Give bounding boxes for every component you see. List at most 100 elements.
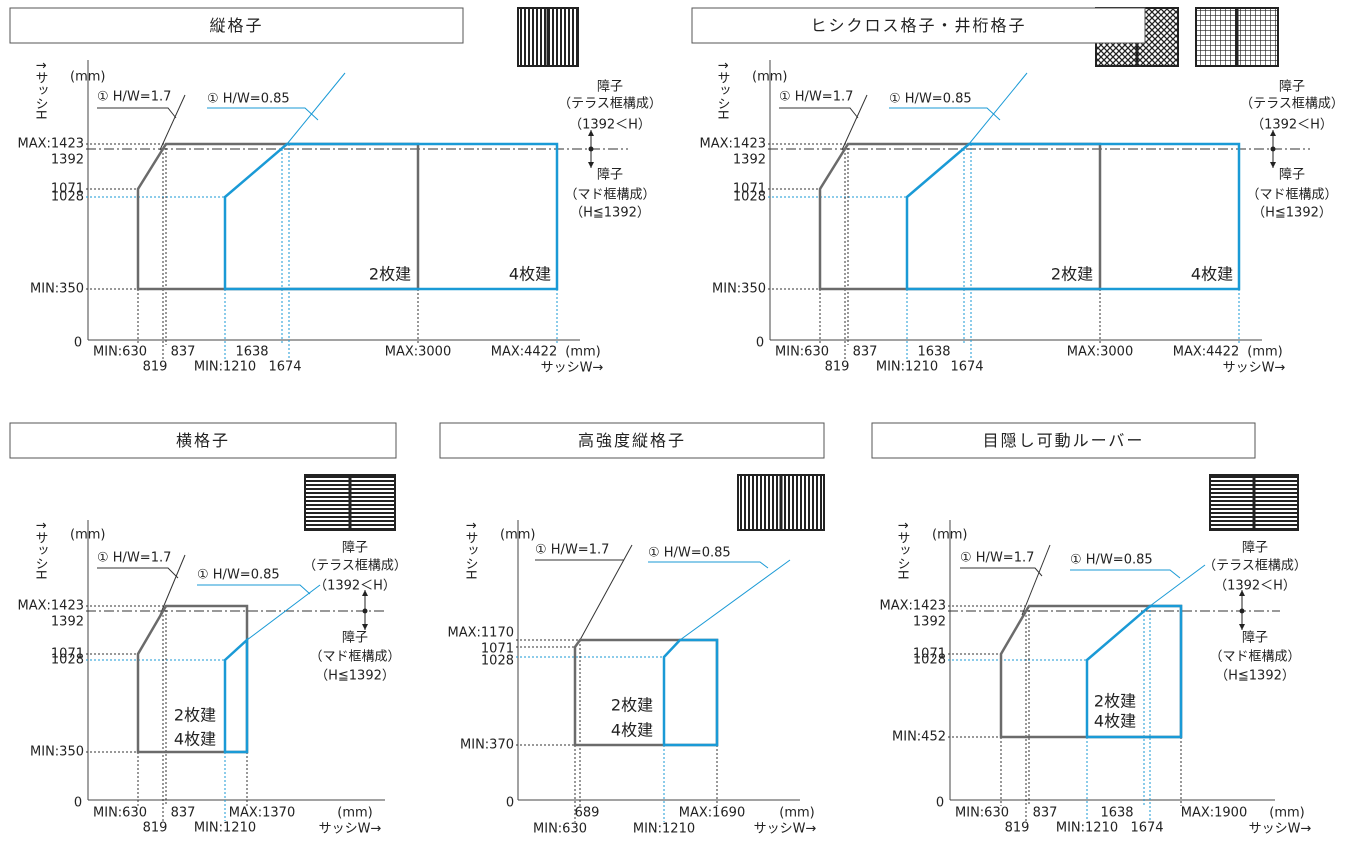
- y-label: 1392: [733, 153, 766, 168]
- x-label: 837: [171, 806, 196, 821]
- y-label: 1392: [51, 153, 84, 168]
- x-label: 819: [143, 360, 168, 375]
- note: （H≦1392）: [570, 206, 650, 221]
- note-dot: [362, 608, 368, 614]
- ratio-line: [159, 554, 186, 616]
- title-box: [9, 422, 397, 459]
- arrow-head: [1270, 130, 1276, 136]
- note-dot: [588, 146, 594, 152]
- y-label: 1071: [733, 182, 766, 197]
- x-label: MIN:1210: [876, 360, 938, 375]
- y-label: 1392: [913, 615, 946, 630]
- x-label: MIN:1210: [1056, 821, 1118, 836]
- y-axis-label: ↑サッシH: [463, 520, 478, 580]
- ratio-label: ① H/W=0.85: [197, 568, 280, 583]
- origin-label: 0: [936, 796, 944, 811]
- region-4: [223, 637, 249, 754]
- title-box: [9, 7, 464, 44]
- x-label: MAX:4422: [491, 345, 557, 360]
- x-label: 689: [575, 806, 600, 821]
- origin-label: 0: [74, 796, 82, 811]
- x-label: MIN:630: [955, 806, 1009, 821]
- note-dot: [1270, 146, 1276, 152]
- note: （テラス框構成）: [303, 559, 407, 574]
- y-unit: (mm): [500, 528, 535, 543]
- leader-line: [889, 107, 1001, 121]
- leader-line: [97, 107, 177, 119]
- region-label: 2枚建: [1051, 265, 1093, 284]
- y-axis-label: ↑サッシH: [33, 60, 48, 120]
- ratio-line: [1021, 544, 1051, 616]
- y-label: MIN:452: [892, 730, 946, 745]
- region-label: 2枚建: [174, 706, 216, 725]
- x-label: MIN:1210: [194, 360, 256, 375]
- note: 障子: [597, 80, 623, 95]
- title-box: [439, 422, 825, 459]
- region-label: 2枚建: [369, 265, 411, 284]
- note: （テラス框構成）: [558, 97, 662, 112]
- ratio-label: ① H/W=0.85: [207, 92, 290, 107]
- ratio-line: [159, 94, 186, 151]
- region-label: 4枚建: [1094, 712, 1136, 731]
- note: 障子: [597, 168, 623, 183]
- ratio-label: ① H/W=1.7: [960, 551, 1034, 566]
- note: 障子: [1242, 631, 1268, 646]
- panel-title: 高強度縦格子: [578, 431, 686, 450]
- leader-line: [648, 561, 769, 569]
- x-label: 837: [853, 345, 878, 360]
- x-label: MIN:1210: [633, 822, 695, 837]
- x-label: 1674: [1130, 821, 1163, 836]
- note: （テラス框構成）: [1240, 97, 1344, 112]
- y-label: 1028: [913, 653, 946, 668]
- x-label: 1674: [950, 360, 983, 375]
- arrow-head: [1239, 590, 1245, 596]
- x-label: MAX:3000: [385, 345, 451, 360]
- origin-label: 0: [74, 336, 82, 351]
- leader-line: [960, 567, 1043, 577]
- y-label: 1071: [51, 647, 84, 662]
- y-label: MIN:370: [460, 738, 514, 753]
- x-axis-label: サッシW→: [1249, 822, 1312, 837]
- icons: [304, 7, 1299, 531]
- leader-line: [97, 567, 179, 579]
- note: （H≦1392）: [1215, 669, 1295, 684]
- note: （マド框構成）: [1209, 650, 1300, 665]
- region-2: [999, 604, 1183, 739]
- y-unit: (mm): [932, 528, 967, 543]
- region-label: 4枚建: [174, 730, 216, 749]
- y-label: 1071: [913, 647, 946, 662]
- y-label: 1028: [51, 190, 84, 205]
- region-label: 4枚建: [1191, 265, 1233, 284]
- ratio-label: ① H/W=1.7: [779, 90, 853, 105]
- ratio-line: [579, 544, 633, 641]
- note-dot: [1239, 608, 1245, 614]
- y-label: MAX:1170: [448, 626, 514, 641]
- note: （H≦1392）: [1252, 206, 1332, 221]
- ratio-label: ① H/W=0.85: [648, 546, 731, 561]
- region-label: 2枚建: [611, 696, 653, 715]
- leader-line: [197, 584, 311, 595]
- x-label: 1638: [1100, 806, 1133, 821]
- arrow-head: [588, 130, 594, 136]
- origin-label: 0: [506, 796, 514, 811]
- panel-title: 縦格子: [209, 16, 263, 35]
- note: 障子: [1279, 168, 1305, 183]
- x-label: MAX:4422: [1173, 345, 1239, 360]
- note: 障子: [1279, 80, 1305, 95]
- x-label: MAX:3000: [1067, 345, 1133, 360]
- y-unit: (mm): [70, 528, 105, 543]
- y-label: MAX:1423: [880, 599, 946, 614]
- leader-line: [1070, 569, 1181, 579]
- x-label: 819: [825, 360, 850, 375]
- x-unit: (mm): [565, 345, 600, 360]
- y-axis-label: ↑サッシH: [33, 520, 48, 580]
- x-label: 1638: [235, 345, 268, 360]
- ratio-line: [1149, 564, 1206, 607]
- panel-title: ヒシクロス格子・井桁格子: [810, 16, 1026, 35]
- x-label: 1638: [917, 345, 950, 360]
- note: 障子: [1242, 541, 1268, 556]
- region-4: [1085, 604, 1183, 739]
- region-label: 2枚建: [1094, 692, 1136, 711]
- x-axis-label: サッシW→: [754, 822, 817, 837]
- x-label: MIN:1210: [194, 821, 256, 836]
